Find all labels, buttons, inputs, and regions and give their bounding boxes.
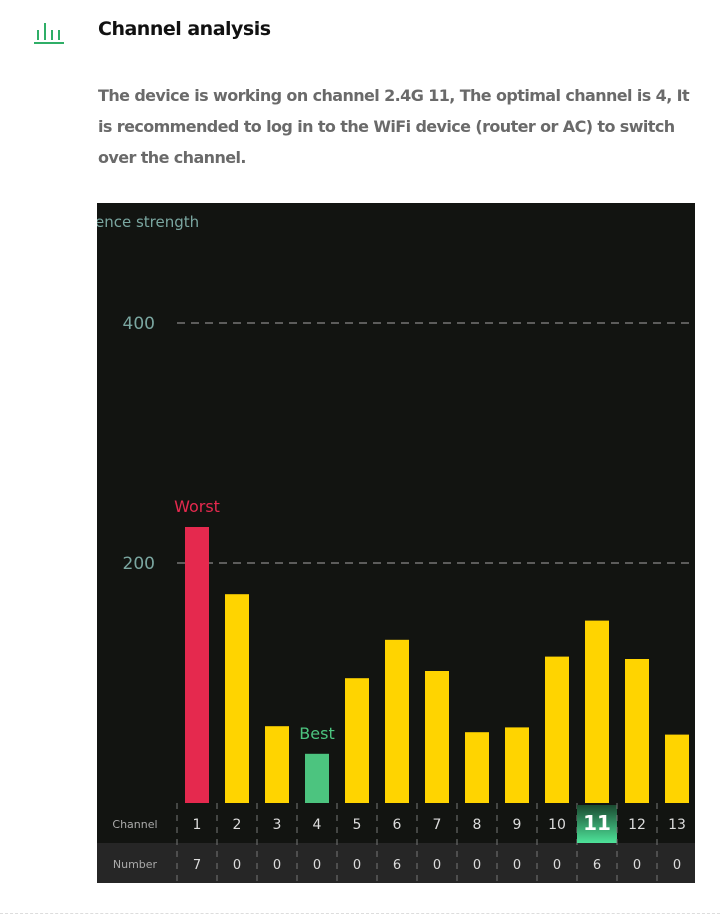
bar-channel-8 [465,732,489,803]
bar-channel-6 [385,639,409,803]
channel-tick-label: 7 [433,817,442,833]
y-tick-label: 400 [123,314,155,334]
number-value: 0 [473,858,481,873]
channel-bar-chart: ence strength200400ChannelNumber17203040… [97,213,695,883]
channel-tick-label: 12 [628,817,646,833]
number-row-label: Number [113,858,158,871]
channel-tick-label: 2 [233,817,242,833]
number-value: 6 [393,858,401,873]
channel-tick-label: 5 [353,817,362,833]
y-axis-label: ence strength [97,213,199,231]
divider [0,913,720,914]
bar-channel-2 [225,594,249,803]
number-value: 0 [433,858,441,873]
channel-chart-panel: ence strength 200 400 Channel Number 1 7 2 0 3 0 4 0… [97,203,695,883]
number-value: 0 [233,858,241,873]
bar-channel-7 [425,671,449,803]
number-value: 0 [273,858,281,873]
bar-channel-4 [305,753,329,803]
number-value: 0 [513,858,521,873]
bar-channel-9 [505,727,529,803]
page-title: Channel analysis [98,18,271,40]
number-value: 0 [633,858,641,873]
best-label: Best [299,724,334,743]
bar-channel-11 [585,620,609,803]
channel-tick-label: 11 [583,811,611,835]
bar-chart-icon [34,23,64,44]
bar-channel-5 [345,678,369,803]
bar-channel-12 [625,659,649,803]
channel-tick-label: 6 [393,817,402,833]
channel-tick-label: 9 [513,817,522,833]
channel-tick-label: 8 [473,817,482,833]
channel-tick-label: 1 [193,817,202,833]
number-value: 6 [593,858,601,873]
channel-tick-label: 3 [273,817,282,833]
worst-label: Worst [174,497,220,516]
number-row-background [97,843,695,883]
y-tick-label: 200 [123,554,155,574]
current-channel-highlight [577,805,617,843]
channel-tick-label: 4 [313,817,322,833]
channel-tick-label: 13 [668,817,686,833]
channel-tick-label: 10 [548,817,566,833]
number-value: 7 [193,858,201,873]
channel-recommendation-text: The device is working on channel 2.4G 11… [98,86,690,167]
channel-row-label: Channel [112,818,157,831]
bar-channel-13 [665,734,689,803]
bar-channel-1 [185,527,209,803]
bar-channel-10 [545,656,569,803]
bar-channel-3 [265,726,289,803]
number-value: 0 [553,858,561,873]
number-value: 0 [313,858,321,873]
number-value: 0 [353,858,361,873]
number-value: 0 [673,858,681,873]
